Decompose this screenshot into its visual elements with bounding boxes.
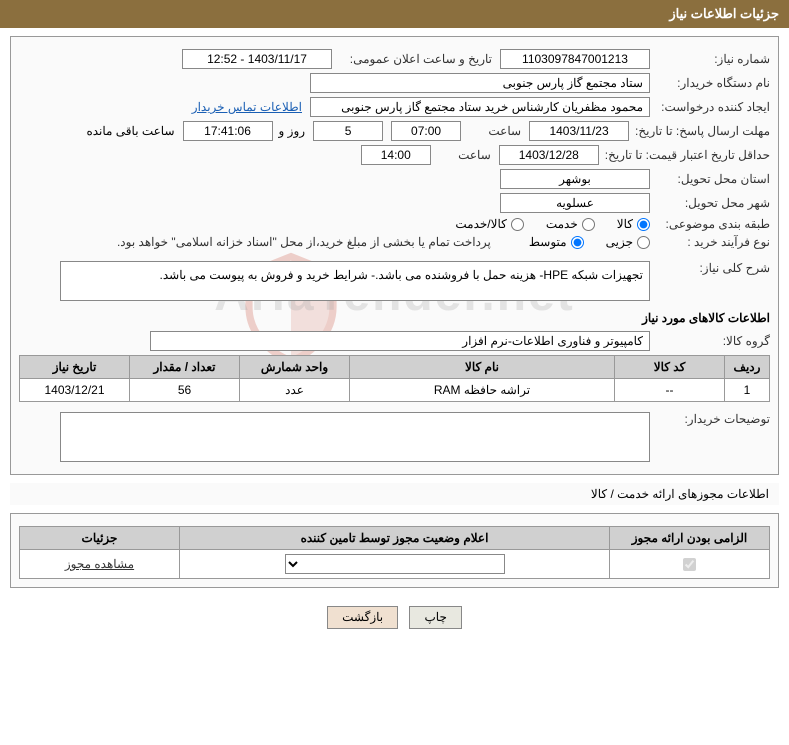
deadline-label: مهلت ارسال پاسخ: تا تاریخ: (629, 124, 770, 138)
goods-td-2: تراشه حافظه RAM (350, 379, 615, 402)
purchase-opt-1[interactable]: متوسط (529, 235, 584, 249)
permit-detail-link[interactable]: مشاهده مجوز (65, 557, 134, 571)
delivery-province-label: استان محل تحویل: (650, 172, 770, 186)
deadline-time: 07:00 (391, 121, 461, 141)
delivery-province-value: بوشهر (500, 169, 650, 189)
price-validity-time: 14:00 (361, 145, 431, 165)
print-button[interactable]: چاپ (409, 606, 461, 629)
announce-label: تاریخ و ساعت اعلان عمومی: (332, 52, 492, 66)
goods-td-0: 1 (725, 379, 770, 402)
category-radio-0[interactable] (637, 218, 650, 231)
contact-link[interactable]: اطلاعات تماس خریدار (192, 100, 302, 114)
price-validity-time-label: ساعت (431, 148, 491, 162)
category-radio-group: کالا خدمت کالا/خدمت (437, 217, 650, 231)
permits-table: الزامی بودن ارائه مجوز اعلام وضعیت مجوز … (19, 526, 770, 579)
buyer-org-label: نام دستگاه خریدار: (650, 76, 770, 90)
buyer-org-value: ستاد مجتمع گاز پارس جنوبی (310, 73, 650, 93)
goods-table: ردیف کد کالا نام کالا واحد شمارش تعداد /… (19, 355, 770, 402)
table-row: مشاهده مجوز (20, 550, 770, 579)
delivery-city-value: عسلویه (500, 193, 650, 213)
table-row: 1 -- تراشه حافظه RAM عدد 56 1403/12/21 (20, 379, 770, 402)
category-opt-2-label: کالا/خدمت (455, 217, 506, 231)
price-validity-label: حداقل تاریخ اعتبار قیمت: تا تاریخ: (599, 148, 770, 162)
purchase-type-radio-group: جزیی متوسط (511, 235, 650, 249)
goods-td-1: -- (615, 379, 725, 402)
goods-td-5: 1403/12/21 (20, 379, 130, 402)
permits-th-2: جزئیات (20, 527, 180, 550)
purchase-opt-1-label: متوسط (529, 235, 567, 249)
category-label: طبقه بندی موضوعی: (650, 217, 770, 231)
price-validity-date: 1403/12/28 (499, 145, 599, 165)
deadline-time-label: ساعت (461, 124, 521, 138)
permits-section-label: اطلاعات مجوزهای ارائه خدمت / کالا (10, 483, 779, 505)
goods-th-5: تاریخ نیاز (20, 356, 130, 379)
category-opt-0[interactable]: کالا (617, 217, 650, 231)
goods-th-1: کد کالا (615, 356, 725, 379)
goods-td-3: عدد (240, 379, 350, 402)
description-text: تجهیزات شبکه HPE- هزینه حمل با فروشنده م… (60, 261, 650, 301)
requester-label: ایجاد کننده درخواست: (650, 100, 770, 114)
category-radio-2[interactable] (511, 218, 524, 231)
purchase-radio-1[interactable] (571, 236, 584, 249)
goods-th-3: واحد شمارش (240, 356, 350, 379)
main-details-box: AriaTender.net شماره نیاز: 1103097847001… (10, 36, 779, 475)
permit-mandatory-checkbox (683, 558, 696, 571)
purchase-note: پرداخت تمام یا بخشی از مبلغ خرید،از محل … (117, 235, 491, 249)
page-header: جزئیات اطلاعات نیاز (0, 0, 789, 28)
description-label: شرح کلی نیاز: (650, 261, 770, 275)
remain-label: ساعت باقی مانده (86, 124, 174, 138)
permits-box: الزامی بودن ارائه مجوز اعلام وضعیت مجوز … (10, 513, 779, 588)
countdown: 17:41:06 (183, 121, 273, 141)
back-button[interactable]: بازگشت (327, 606, 398, 629)
deadline-days: 5 (313, 121, 383, 141)
goods-section-title: اطلاعات کالاهای مورد نیاز (19, 311, 770, 325)
goods-group-label: گروه کالا: (650, 334, 770, 348)
purchase-opt-0-label: جزیی (606, 235, 633, 249)
permit-status-cell (180, 550, 610, 579)
category-opt-2[interactable]: کالا/خدمت (455, 217, 523, 231)
days-label: روز و (279, 124, 306, 138)
category-opt-1-label: خدمت (546, 217, 578, 231)
category-radio-1[interactable] (582, 218, 595, 231)
permit-detail-cell: مشاهده مجوز (20, 550, 180, 579)
goods-td-4: 56 (130, 379, 240, 402)
deadline-date: 1403/11/23 (529, 121, 629, 141)
goods-th-2: نام کالا (350, 356, 615, 379)
purchase-radio-0[interactable] (637, 236, 650, 249)
category-opt-1[interactable]: خدمت (546, 217, 595, 231)
goods-th-4: تعداد / مقدار (130, 356, 240, 379)
permit-status-select[interactable] (285, 554, 505, 574)
buyer-notes-text (60, 412, 650, 462)
permits-th-1: اعلام وضعیت مجوز توسط تامین کننده (180, 527, 610, 550)
permits-th-0: الزامی بودن ارائه مجوز (610, 527, 770, 550)
need-number-label: شماره نیاز: (650, 52, 770, 66)
requester-value: محمود مظفریان کارشناس خرید ستاد مجتمع گا… (310, 97, 650, 117)
category-opt-0-label: کالا (617, 217, 633, 231)
purchase-opt-0[interactable]: جزیی (606, 235, 650, 249)
delivery-city-label: شهر محل تحویل: (650, 196, 770, 210)
permit-mandatory-cell (610, 550, 770, 579)
goods-group-value: کامپیوتر و فناوری اطلاعات-نرم افزار (150, 331, 650, 351)
goods-th-0: ردیف (725, 356, 770, 379)
announce-value: 1403/11/17 - 12:52 (182, 49, 332, 69)
buyer-notes-label: توضیحات خریدار: (650, 412, 770, 426)
button-row: چاپ بازگشت (0, 596, 789, 639)
need-number-value: 1103097847001213 (500, 49, 650, 69)
purchase-type-label: نوع فرآیند خرید : (650, 235, 770, 249)
